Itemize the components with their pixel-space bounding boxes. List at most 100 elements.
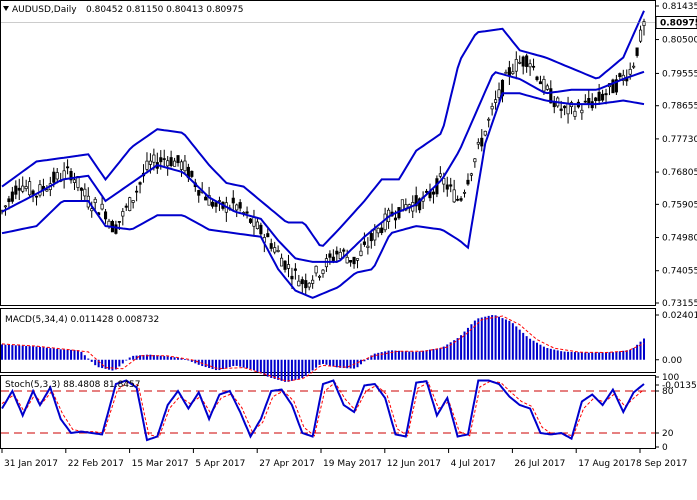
macd-bar xyxy=(4,344,7,360)
candle-body xyxy=(580,109,584,114)
macd-bar xyxy=(252,359,255,371)
candle-body xyxy=(559,108,563,111)
macd-bar xyxy=(504,319,507,360)
macd-bar xyxy=(498,316,501,360)
macd-bar xyxy=(511,323,514,360)
macd-bar xyxy=(404,351,407,360)
candle-body xyxy=(383,213,387,231)
macd-bar xyxy=(570,351,573,360)
candle-body xyxy=(266,233,270,238)
symbol-arrow-icon xyxy=(3,6,9,11)
candle-body xyxy=(635,47,639,56)
candle-body xyxy=(628,68,632,75)
macd-bar xyxy=(170,356,173,360)
macd-bar xyxy=(108,359,110,370)
candle-body xyxy=(190,170,194,177)
candle-body xyxy=(197,190,201,196)
macd-bar xyxy=(460,335,463,360)
candle-body xyxy=(352,256,356,265)
candle-body xyxy=(62,170,66,180)
macd-bar xyxy=(622,350,625,360)
macd-bar xyxy=(163,356,166,360)
macd-bar xyxy=(232,359,235,367)
macd-bar xyxy=(63,349,66,360)
candle-body xyxy=(79,187,83,191)
x-tick-label: 22 Feb 2017 xyxy=(68,459,124,469)
candle-body xyxy=(217,200,222,202)
macd-bar xyxy=(560,351,563,360)
macd-bar xyxy=(643,338,645,360)
macd-bar xyxy=(425,350,428,360)
macd-bar xyxy=(256,359,259,372)
macd-bar xyxy=(152,355,155,360)
price-tick-label: 0.74980 xyxy=(662,234,697,244)
candle-body xyxy=(169,157,173,166)
macd-bar xyxy=(335,359,338,368)
macd-bar xyxy=(166,356,169,360)
macd-bar xyxy=(618,351,621,360)
stoch-tick-label: 100 xyxy=(662,373,679,383)
macd-tick-label: 0.024012 xyxy=(662,311,697,321)
macd-bar xyxy=(311,359,314,371)
macd-bar xyxy=(442,346,445,360)
macd-bar xyxy=(111,359,114,371)
macd-bar xyxy=(87,358,90,360)
candle-body xyxy=(72,179,77,183)
candle-body xyxy=(14,185,18,195)
macd-bar xyxy=(80,351,83,360)
macd-bar xyxy=(553,349,556,360)
macd-bar xyxy=(359,359,362,365)
candle-body xyxy=(525,55,529,67)
macd-bar xyxy=(356,359,359,368)
candle-body xyxy=(442,177,446,185)
candle-body xyxy=(642,21,646,26)
macd-bar xyxy=(118,359,121,367)
macd-bar xyxy=(270,359,273,378)
macd-bar xyxy=(636,344,639,360)
candle-body xyxy=(366,245,370,248)
macd-bar xyxy=(228,359,231,368)
candle-body xyxy=(300,279,304,285)
candle-body xyxy=(369,233,373,242)
candle-body xyxy=(159,157,163,163)
macd-bar xyxy=(284,359,287,382)
candle-body xyxy=(235,204,239,211)
candle-body xyxy=(317,275,322,278)
x-tick-label: 19 May 2017 xyxy=(323,459,382,469)
macd-bar xyxy=(294,359,297,380)
x-tick-label: 8 Sep 2017 xyxy=(636,459,687,469)
price-tick-label: 0.80500 xyxy=(662,36,697,46)
macd-bar xyxy=(208,359,211,369)
candle-body xyxy=(28,181,32,196)
candle-body xyxy=(280,257,284,267)
x-tick-label: 26 Jul 2017 xyxy=(514,459,565,469)
macd-bar xyxy=(477,318,480,360)
macd-bar xyxy=(263,359,266,376)
candle-body xyxy=(162,158,166,160)
macd-bar xyxy=(177,357,180,360)
candle-body xyxy=(145,160,149,170)
candle-body xyxy=(514,59,518,72)
macd-bar xyxy=(211,359,214,370)
macd-bar xyxy=(536,342,538,360)
macd-bar xyxy=(563,351,566,360)
candle-body xyxy=(255,221,259,230)
macd-bar xyxy=(577,352,580,360)
macd-bar xyxy=(7,344,10,360)
current-price-tag xyxy=(655,16,697,29)
candle-body xyxy=(307,282,311,288)
macd-bar xyxy=(128,357,131,360)
bollinger-middle-line xyxy=(1,70,645,263)
macd-bar xyxy=(194,359,197,364)
candle-body xyxy=(93,198,97,204)
candle-body xyxy=(314,265,318,274)
macd-bar xyxy=(76,350,79,360)
macd-bar xyxy=(35,346,38,360)
candle-body xyxy=(511,71,515,75)
macd-bar xyxy=(149,354,152,360)
candle-body xyxy=(114,224,118,234)
macd-bar xyxy=(501,318,504,360)
macd-bar xyxy=(584,352,587,360)
candle-body xyxy=(100,203,104,210)
candle-body xyxy=(204,196,208,201)
